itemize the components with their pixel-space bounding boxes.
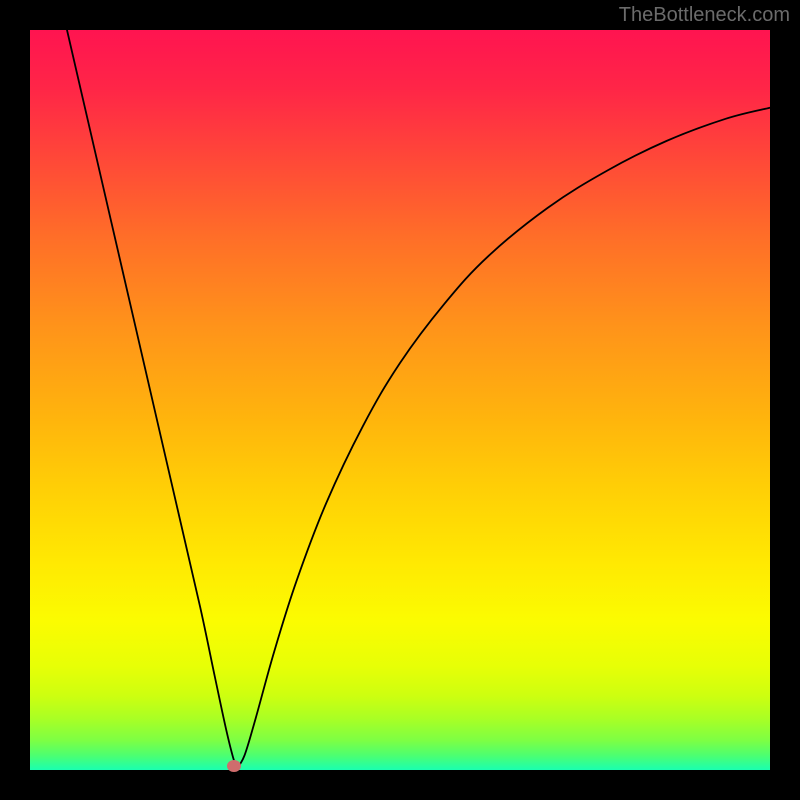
plot-area [30, 30, 770, 770]
optimal-point-marker [227, 760, 241, 772]
watermark-text: TheBottleneck.com [619, 4, 790, 27]
chart-outer: TheBottleneck.com [0, 0, 800, 800]
bottleneck-curve [30, 30, 770, 770]
